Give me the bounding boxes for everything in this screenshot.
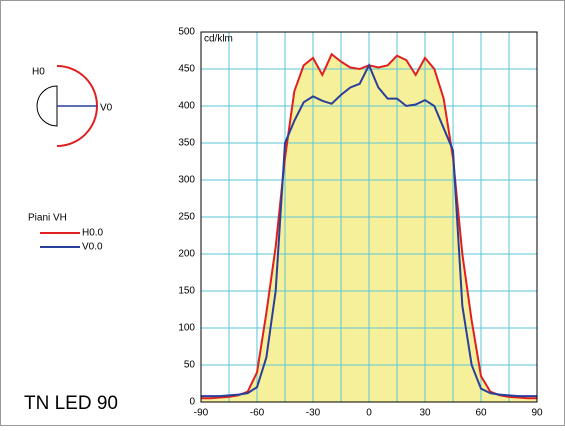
y-tick-label: 100	[178, 323, 195, 334]
chart-title: TN LED 90	[24, 393, 118, 414]
x-tick-label: 30	[419, 408, 431, 419]
luminaire-icon	[36, 85, 58, 127]
plot-border	[200, 31, 538, 403]
y-tick-label: 150	[178, 286, 195, 297]
legend-title: Piani VH	[28, 213, 67, 224]
y-tick-label: 500	[178, 27, 195, 38]
x-tick-label: 60	[475, 408, 487, 419]
y-tick-label: 450	[178, 64, 195, 75]
x-tick-label: -90	[194, 408, 209, 419]
y-unit-label: cd/klm	[204, 34, 233, 45]
legend-label: H0.0	[82, 228, 104, 239]
series-line	[201, 62, 537, 398]
y-tick-label: 250	[178, 212, 195, 223]
h-label: H0	[32, 67, 45, 78]
y-tick-label: 0	[189, 397, 195, 408]
y-tick-label: 350	[178, 138, 195, 149]
x-tick-label: -30	[306, 408, 321, 419]
legend-label: V0.0	[82, 242, 103, 253]
x-tick-label: -60	[250, 408, 265, 419]
v-label: V0	[100, 103, 113, 114]
x-tick-label: 90	[531, 408, 543, 419]
y-tick-label: 50	[184, 360, 196, 371]
y-tick-label: 400	[178, 101, 195, 112]
y-tick-label: 300	[178, 175, 195, 186]
y-tick-label: 200	[178, 249, 195, 260]
x-tick-label: 0	[366, 408, 372, 419]
